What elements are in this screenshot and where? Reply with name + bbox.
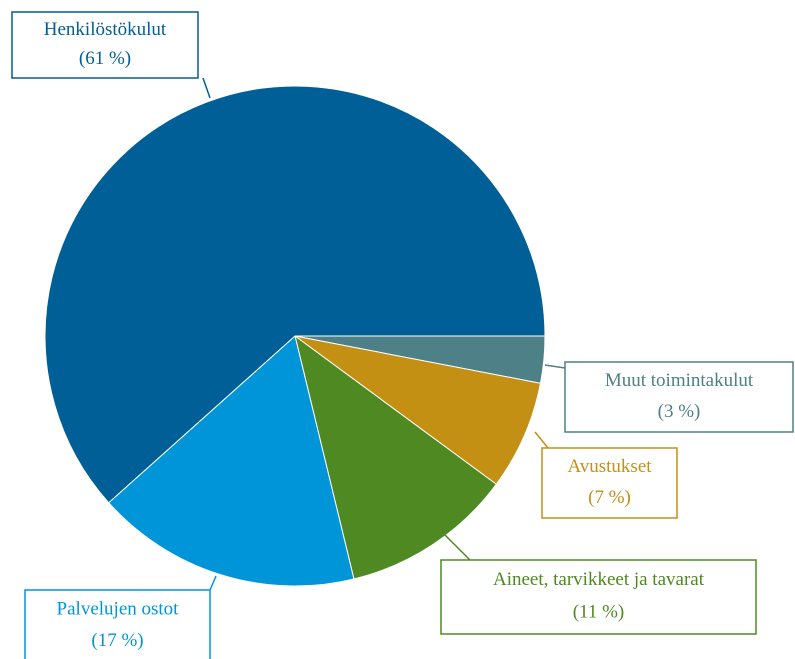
- leader-line: [209, 575, 217, 591]
- slice-label: Aineet, tarvikkeet ja tavarat: [493, 569, 705, 590]
- label-box: [24, 589, 211, 659]
- slice-label: Henkilöstökulut: [44, 19, 167, 40]
- leader-line: [202, 77, 211, 99]
- slice-label: Avustukset: [567, 456, 652, 477]
- slice-value-label: (61 %): [79, 48, 131, 69]
- pie-slice: [294, 334, 498, 580]
- pie-slice: [44, 85, 546, 504]
- slice-value-label: (7 %): [588, 487, 631, 508]
- slice-value-label: (17 %): [91, 630, 143, 651]
- label-box: [11, 11, 199, 79]
- leader-line: [439, 529, 471, 561]
- slice-value-label: (11 %): [573, 602, 625, 623]
- label-box: [564, 361, 794, 433]
- leader-line: [534, 431, 549, 449]
- label-box: [541, 447, 678, 519]
- pie-slice: [107, 335, 355, 587]
- label-box: [440, 559, 757, 635]
- slice-label: Muut toimintakulut: [605, 370, 754, 391]
- leader-line: [544, 364, 566, 369]
- pie-slice: [294, 335, 542, 485]
- slice-label: Palvelujen ostot: [57, 599, 180, 620]
- slice-value-label: (3 %): [658, 401, 701, 422]
